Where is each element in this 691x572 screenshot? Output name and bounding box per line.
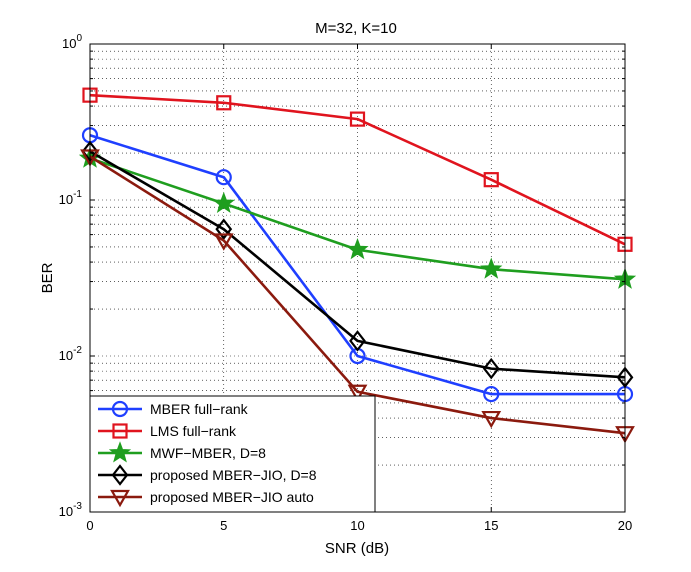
legend-marker bbox=[112, 423, 128, 439]
y-tick-label: 100 bbox=[62, 33, 82, 51]
legend-marker bbox=[111, 400, 129, 418]
series-line bbox=[89, 155, 626, 435]
data-point bbox=[483, 172, 499, 188]
x-tick-label: 5 bbox=[220, 518, 227, 533]
y-tick-label: 10-3 bbox=[59, 501, 83, 519]
data-point bbox=[349, 330, 366, 352]
x-tick-label: 10 bbox=[350, 518, 364, 533]
series-line bbox=[89, 93, 626, 246]
data-point bbox=[346, 238, 369, 260]
data-point bbox=[215, 218, 233, 240]
legend-label: proposed MBER−JIO, D=8 bbox=[150, 467, 317, 483]
x-tick-label: 20 bbox=[618, 518, 632, 533]
x-tick-label: 0 bbox=[86, 518, 93, 533]
data-point bbox=[481, 410, 502, 429]
legend-marker bbox=[108, 441, 132, 463]
y-tick-label: 10-2 bbox=[59, 345, 83, 363]
x-axis-label: SNR (dB) bbox=[325, 540, 389, 557]
data-point bbox=[213, 233, 234, 251]
y-axis-label: BER bbox=[39, 262, 56, 293]
axis-ticks: 0 5 10 15 20 10-3 10-2 10-1 100 bbox=[59, 33, 633, 533]
x-tick-label: 15 bbox=[484, 518, 498, 533]
y-tick-label: 10-1 bbox=[59, 189, 83, 207]
legend-label: LMS full−rank bbox=[150, 423, 237, 439]
series-line bbox=[89, 134, 625, 396]
legend-marker bbox=[111, 464, 129, 486]
series-group bbox=[78, 87, 637, 444]
data-point bbox=[215, 169, 232, 186]
series-4 bbox=[80, 149, 635, 444]
data-point bbox=[216, 95, 232, 111]
legend-label: MBER full−rank bbox=[150, 401, 249, 417]
data-point bbox=[482, 357, 500, 380]
series-line bbox=[89, 150, 626, 379]
data-point bbox=[347, 384, 368, 402]
data-point bbox=[212, 191, 235, 213]
data-point bbox=[480, 257, 503, 279]
legend-marker bbox=[110, 489, 130, 508]
legend-label: proposed MBER−JIO auto bbox=[150, 489, 314, 505]
chart-title: M=32, K=10 bbox=[315, 20, 397, 37]
legend-label: MWF−MBER, D=8 bbox=[150, 445, 266, 461]
data-point bbox=[483, 385, 500, 403]
data-point bbox=[349, 111, 366, 127]
legend: MBER full−rank LMS full−rank MWF−MBER, D=8… bbox=[89, 395, 376, 513]
